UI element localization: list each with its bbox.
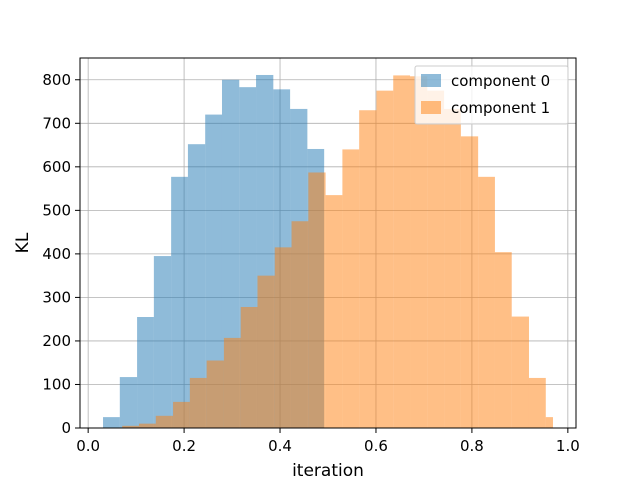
histogram-bar-component-1 [189, 377, 207, 428]
histogram-bar-component-1 [223, 337, 241, 428]
x-axis-label: iteration [292, 461, 364, 480]
histogram-bar-component-1 [274, 247, 292, 428]
x-tick-label: 1.0 [556, 437, 580, 455]
y-axis-label: KL [13, 232, 33, 253]
histogram-bar-component-1 [291, 221, 309, 428]
histogram-bar-component-1 [511, 316, 529, 428]
legend-entries: component 0 component 1 [421, 72, 550, 117]
ticks-layer: 0.0 0.2 0.4 0.6 0.8 1.0 0 100 200 300 400 500 600 700… [42, 71, 579, 455]
histogram-bar-component-0 [205, 114, 222, 429]
y-tick-label: 600 [42, 158, 71, 176]
y-tick-label: 100 [42, 375, 71, 393]
histogram-bar-component-1 [545, 417, 553, 428]
histogram-bar-component-1 [257, 275, 275, 428]
histogram-bar-component-1 [444, 108, 461, 428]
x-tick-label: 0.4 [268, 437, 292, 455]
histogram-bar-component-1 [528, 377, 546, 428]
histogram-bar-component-1 [376, 90, 394, 428]
y-tick-label: 700 [42, 114, 71, 132]
legend-label: component 1 [451, 99, 550, 117]
histogram-bar-component-1 [359, 110, 377, 428]
histogram-bar-component-1 [325, 195, 343, 428]
histogram-bar-component-1 [139, 423, 156, 428]
histogram-bar-component-0 [103, 417, 120, 428]
y-tick-label: 800 [42, 71, 71, 89]
histogram-bar-component-0 [137, 317, 154, 428]
legend-swatch [421, 101, 441, 114]
legend: component 0 component 1 [414, 65, 569, 125]
bars-layer [103, 74, 553, 429]
y-tick-label: 400 [42, 245, 71, 263]
histogram-bar-component-1 [308, 172, 326, 428]
plot-frame [79, 57, 577, 429]
y-tick-label: 0 [61, 419, 71, 437]
histogram-bar-component-0 [187, 144, 206, 428]
y-tick-label: 300 [42, 288, 71, 306]
histogram-bar-component-1 [173, 401, 190, 428]
legend-frame [414, 65, 569, 125]
histogram-bar-component-1 [240, 306, 258, 428]
histogram-bar-component-0 [119, 377, 138, 428]
histogram-bar-component-0 [171, 176, 188, 428]
histogram-bar-component-1 [206, 360, 224, 428]
histogram-bar-component-1 [494, 252, 512, 428]
legend-swatch [421, 74, 441, 87]
histogram-bar-component-1 [427, 90, 445, 428]
histogram-bar-component-1 [155, 415, 174, 428]
histogram-bar-component-1 [478, 176, 495, 428]
x-tick-label: 0.8 [460, 437, 484, 455]
histogram-bar-component-1 [122, 425, 140, 428]
x-tick-label: 0.2 [172, 437, 196, 455]
x-tick-label: 0.6 [364, 437, 388, 455]
histogram-bar-component-1 [410, 76, 428, 429]
y-tick-label: 500 [42, 201, 71, 219]
histogram-bar-component-1 [460, 136, 479, 428]
histogram-bar-component-1 [342, 149, 360, 429]
histogram-bar-component-0 [153, 256, 172, 428]
legend-label: component 0 [451, 72, 550, 90]
histogram-bar-component-1 [393, 75, 411, 428]
y-tick-label: 200 [42, 332, 71, 350]
x-tick-label: 0.0 [76, 437, 100, 455]
